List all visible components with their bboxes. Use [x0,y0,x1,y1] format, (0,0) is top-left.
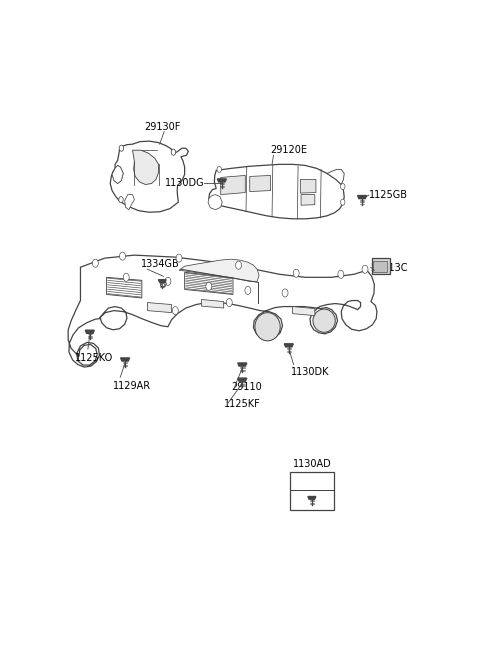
Circle shape [162,284,165,286]
Text: 1130DK: 1130DK [290,367,329,377]
Polygon shape [185,272,233,295]
Circle shape [206,282,212,290]
Circle shape [123,273,129,282]
Circle shape [236,261,241,269]
Polygon shape [158,280,166,282]
Text: 1125KF: 1125KF [224,399,261,409]
Polygon shape [120,358,130,361]
Text: 29113C: 29113C [371,263,408,273]
Polygon shape [217,179,227,182]
Polygon shape [308,496,316,499]
Polygon shape [202,299,224,308]
Bar [373,261,387,272]
Circle shape [340,199,345,205]
Polygon shape [327,170,344,185]
Polygon shape [300,179,316,193]
Circle shape [245,286,251,295]
Bar [290,472,334,510]
Text: 1130DG: 1130DG [165,178,204,188]
Text: 29110: 29110 [231,383,262,392]
Polygon shape [358,196,367,198]
Circle shape [217,166,221,172]
Ellipse shape [313,309,335,332]
Circle shape [120,252,125,260]
Polygon shape [284,344,293,347]
Text: 29130F: 29130F [144,122,180,132]
Circle shape [165,277,171,286]
Circle shape [340,183,345,189]
Polygon shape [209,164,344,219]
Polygon shape [221,176,245,195]
Circle shape [176,254,182,262]
Polygon shape [238,378,247,381]
Circle shape [171,149,176,155]
Polygon shape [68,255,377,367]
Text: 1130AD: 1130AD [292,459,331,469]
Polygon shape [107,277,142,298]
Circle shape [362,265,368,273]
Polygon shape [160,282,167,288]
Circle shape [172,307,178,314]
Polygon shape [125,195,134,210]
Polygon shape [301,195,315,205]
Text: 1129AR: 1129AR [113,381,151,391]
Ellipse shape [255,312,280,341]
Text: 1125KO: 1125KO [75,353,113,363]
Circle shape [92,259,98,267]
Text: 1125GB: 1125GB [369,190,408,200]
Polygon shape [132,150,158,185]
Polygon shape [292,307,315,316]
Polygon shape [179,259,259,282]
Circle shape [226,299,232,307]
Circle shape [338,271,344,278]
Polygon shape [85,330,94,333]
Circle shape [282,289,288,297]
Polygon shape [147,303,172,312]
Circle shape [293,269,299,277]
Polygon shape [250,176,271,191]
Polygon shape [238,363,247,366]
Polygon shape [208,195,222,210]
Polygon shape [110,141,188,212]
Text: 1334GB: 1334GB [141,259,180,269]
Circle shape [119,145,124,151]
Bar [372,257,390,274]
Polygon shape [112,165,123,183]
Text: 29120E: 29120E [271,145,308,155]
Circle shape [119,196,123,202]
